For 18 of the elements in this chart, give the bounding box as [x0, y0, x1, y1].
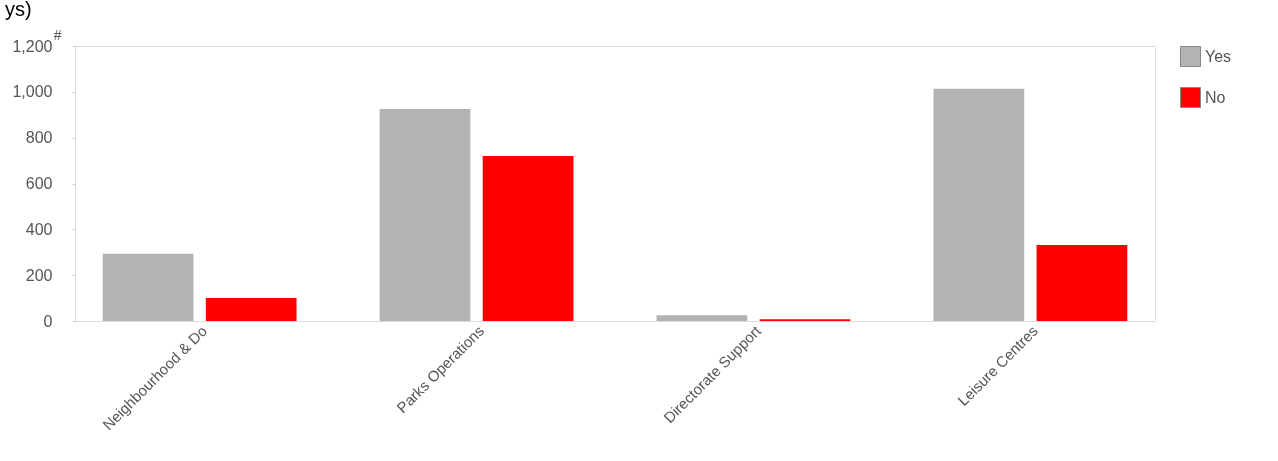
bar: [1036, 244, 1128, 321]
y-tick-label: 1,200: [12, 37, 53, 55]
bar: [656, 315, 748, 321]
bar: [102, 253, 194, 321]
bar: [379, 109, 471, 321]
y-tick-label: 600: [25, 175, 53, 192]
y-tick-label: 200: [25, 266, 53, 284]
y-tick-label: 400: [25, 220, 53, 238]
legend-label: No: [1205, 88, 1226, 106]
bar: [205, 298, 297, 321]
y-axis-title: #: [53, 26, 62, 43]
bar: [482, 156, 574, 321]
y-tick-label: 800: [25, 129, 53, 147]
legend-label: Yes: [1205, 47, 1232, 65]
y-tick-label: 1,000: [12, 83, 53, 101]
y-tick-label: 0: [43, 312, 53, 330]
chart-title: ys): [5, 0, 32, 20]
bar: [933, 88, 1025, 321]
